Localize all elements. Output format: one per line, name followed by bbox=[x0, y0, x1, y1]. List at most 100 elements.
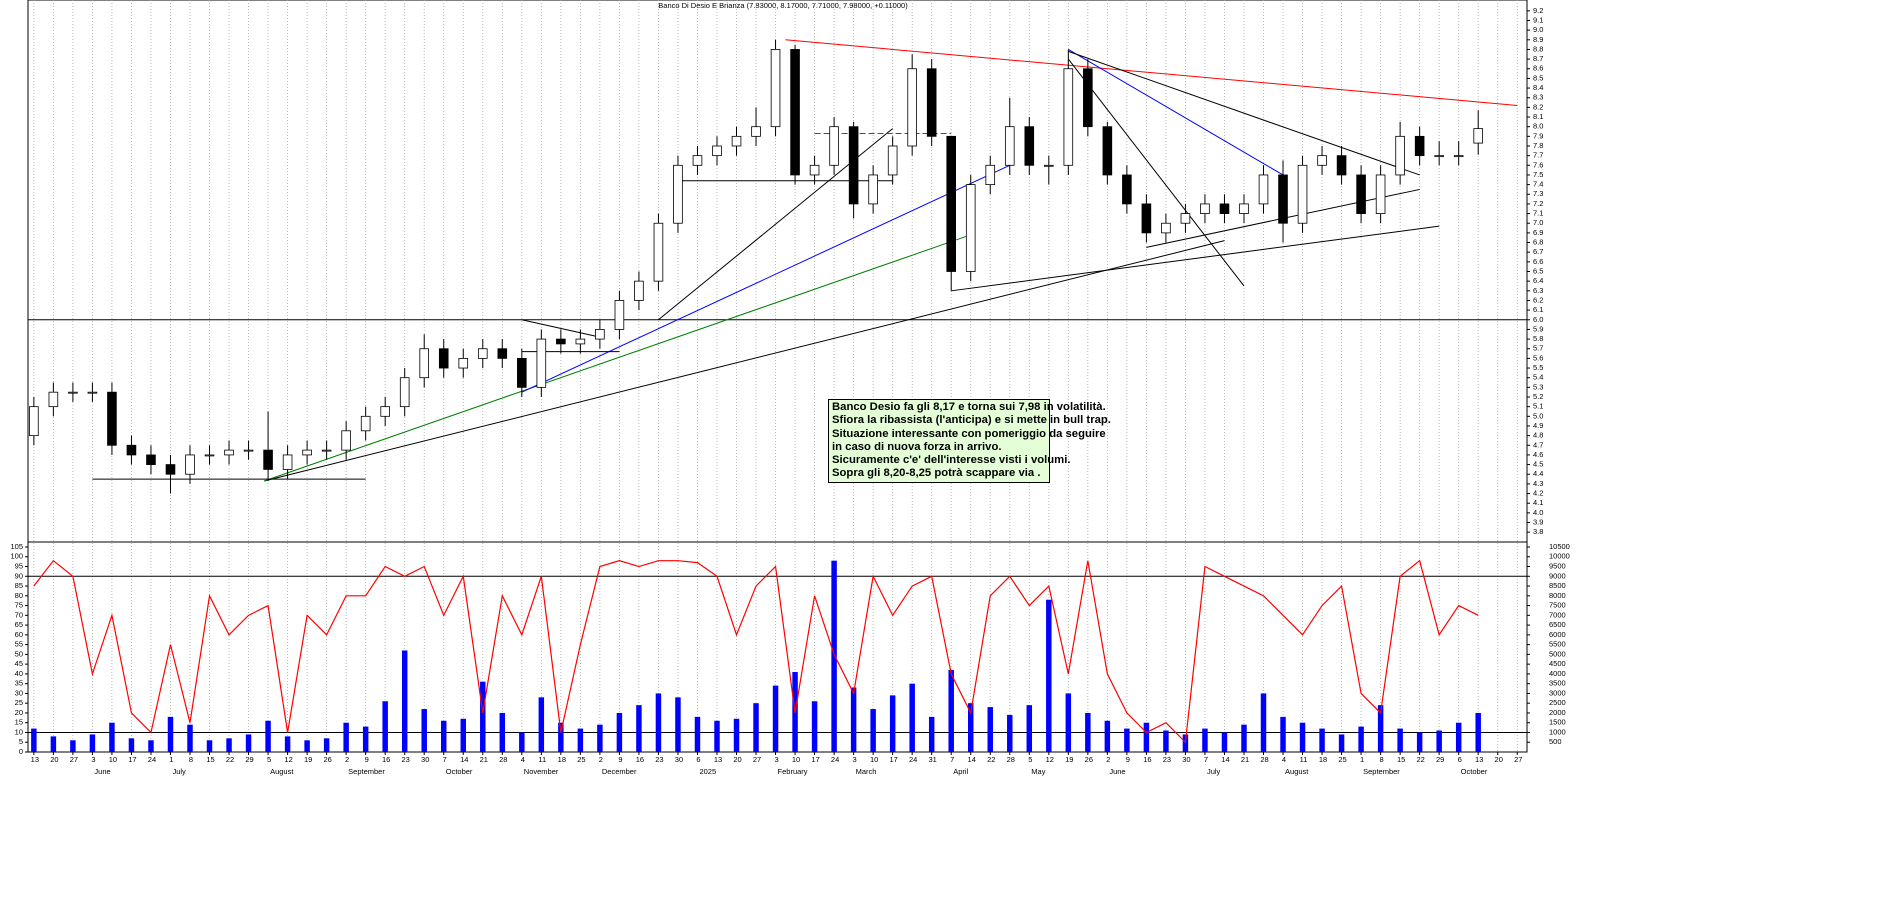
candle-body bbox=[438, 348, 449, 369]
volume-bar bbox=[343, 722, 349, 752]
volume-tick-label: 10000 bbox=[1549, 552, 1570, 561]
volume-bar bbox=[480, 681, 486, 752]
indicator-tick-label: 35 bbox=[15, 679, 23, 688]
x-tick-label: 4 bbox=[521, 755, 525, 764]
y-tick-label: 8.1 bbox=[1533, 112, 1543, 121]
volume-bar bbox=[772, 685, 779, 752]
trend-line bbox=[1067, 58, 1245, 287]
volume-bar bbox=[1455, 722, 1462, 752]
y-tick-label: 5.9 bbox=[1533, 324, 1543, 333]
y-tick-label: 4.2 bbox=[1533, 489, 1543, 498]
volume-bar bbox=[401, 650, 408, 752]
x-tick-label: 10 bbox=[870, 755, 878, 764]
candle-body bbox=[770, 49, 781, 128]
volume-bar bbox=[1202, 728, 1208, 752]
y-tick-label: 7.7 bbox=[1533, 151, 1543, 160]
y-tick-label: 8.9 bbox=[1533, 35, 1543, 44]
x-tick-label: 2 bbox=[599, 755, 603, 764]
x-tick-label: 20 bbox=[50, 755, 58, 764]
x-tick-label: 28 bbox=[499, 755, 507, 764]
volume-tick-label: 2500 bbox=[1549, 698, 1566, 707]
x-tick-label: 23 bbox=[1163, 755, 1171, 764]
x-tick-label: 30 bbox=[421, 755, 429, 764]
x-tick-label: 26 bbox=[1085, 755, 1093, 764]
candle-body bbox=[302, 449, 312, 456]
x-tick-label: 12 bbox=[284, 755, 292, 764]
indicator-tick-label: 95 bbox=[15, 562, 23, 571]
candle-body bbox=[185, 454, 195, 475]
y-tick-label: 6.0 bbox=[1533, 315, 1543, 324]
candle-body bbox=[1044, 164, 1054, 167]
volume-bar bbox=[967, 703, 974, 752]
volume-tick-label: 4000 bbox=[1549, 669, 1566, 678]
volume-bar bbox=[1260, 693, 1267, 752]
x-tick-label: 31 bbox=[929, 755, 937, 764]
x-tick-label: 7 bbox=[443, 755, 447, 764]
volume-bar bbox=[1026, 705, 1033, 752]
volume-tick-label: 6500 bbox=[1549, 620, 1566, 629]
volume-bar bbox=[1124, 728, 1130, 752]
indicator-tick-label: 85 bbox=[15, 581, 23, 590]
candle-body bbox=[1434, 155, 1444, 158]
volume-bar bbox=[382, 701, 388, 752]
volume-bar bbox=[616, 712, 623, 752]
volume-bar bbox=[1163, 730, 1169, 752]
x-tick-label: 29 bbox=[1436, 755, 1444, 764]
volume-bar bbox=[89, 734, 96, 752]
candle-body bbox=[1024, 126, 1035, 166]
volume-bar bbox=[1065, 693, 1072, 752]
x-tick-label: 23 bbox=[402, 755, 410, 764]
candle-body bbox=[399, 377, 410, 408]
month-label: October bbox=[1461, 767, 1488, 776]
candle-body bbox=[165, 464, 176, 475]
volume-bar bbox=[1436, 730, 1442, 752]
trend-line bbox=[521, 164, 1010, 393]
indicator-tick-label: 105 bbox=[10, 542, 23, 551]
y-tick-label: 8.0 bbox=[1533, 122, 1543, 131]
x-tick-label: 1 bbox=[1360, 755, 1364, 764]
x-tick-label: 9 bbox=[1126, 755, 1130, 764]
y-tick-label: 8.2 bbox=[1533, 102, 1543, 111]
candle-body bbox=[1122, 174, 1132, 205]
volume-tick-label: 10500 bbox=[1549, 542, 1570, 551]
candle-body bbox=[926, 68, 937, 137]
month-label: November bbox=[524, 767, 559, 776]
candle-body bbox=[341, 430, 351, 451]
y-tick-label: 4.8 bbox=[1533, 431, 1543, 440]
candle-body bbox=[1102, 126, 1113, 176]
candle-body bbox=[477, 348, 488, 359]
volume-bar bbox=[187, 724, 193, 752]
indicator-tick-label: 70 bbox=[15, 610, 23, 619]
volume-bar bbox=[1475, 712, 1481, 752]
volume-tick-label: 6000 bbox=[1549, 630, 1566, 639]
y-tick-label: 6.3 bbox=[1533, 286, 1543, 295]
candle-body bbox=[946, 135, 957, 272]
y-tick-label: 5.7 bbox=[1533, 344, 1543, 353]
indicator-tick-label: 50 bbox=[15, 649, 23, 658]
x-tick-label: 22 bbox=[987, 755, 995, 764]
volume-bar bbox=[928, 716, 935, 752]
volume-bar bbox=[1085, 712, 1091, 752]
trend-line bbox=[1068, 49, 1284, 176]
candle-body bbox=[595, 329, 605, 340]
volume-tick-label: 3000 bbox=[1549, 688, 1566, 697]
volume-bar bbox=[265, 720, 271, 752]
candle-body bbox=[29, 406, 39, 437]
volume-bar bbox=[362, 726, 369, 752]
y-tick-label: 7.1 bbox=[1533, 209, 1543, 218]
indicator-tick-label: 20 bbox=[15, 708, 23, 717]
x-tick-label: 21 bbox=[1241, 755, 1249, 764]
x-tick-label: 11 bbox=[538, 755, 546, 764]
volume-bar bbox=[323, 738, 330, 752]
x-tick-label: 25 bbox=[1338, 755, 1346, 764]
annotation-line: Sfiora la ribassista (l'anticipa) e si m… bbox=[832, 414, 1111, 427]
candle-body bbox=[224, 449, 234, 456]
candle-body bbox=[1083, 68, 1093, 128]
volume-bar bbox=[538, 697, 545, 752]
volume-tick-label: 1000 bbox=[1549, 727, 1566, 736]
candle-body bbox=[848, 126, 859, 205]
x-tick-label: 2 bbox=[1106, 755, 1110, 764]
y-tick-label: 7.0 bbox=[1533, 218, 1543, 227]
volume-tick-label: 7000 bbox=[1549, 610, 1566, 619]
